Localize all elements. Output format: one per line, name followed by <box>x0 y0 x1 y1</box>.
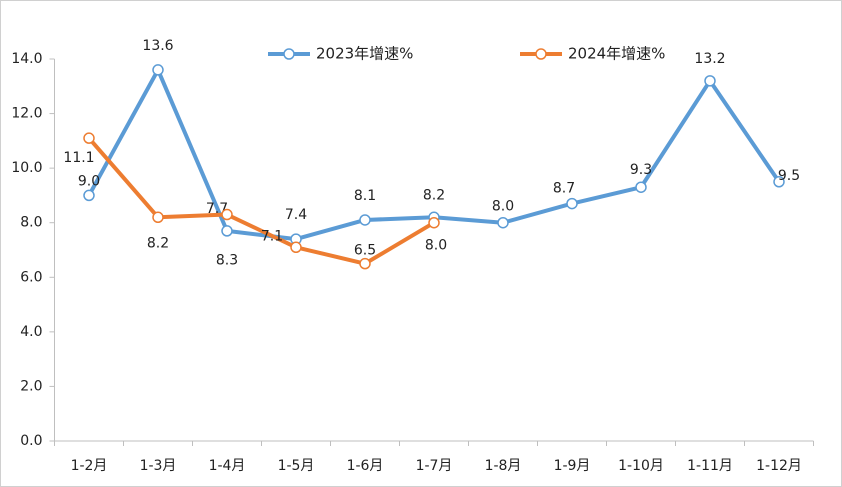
point <box>566 197 578 210</box>
point <box>359 214 371 226</box>
data-label: 11.1 <box>63 150 94 166</box>
data-label: 7.4 <box>285 207 307 223</box>
legend-marker <box>283 48 295 60</box>
x-tick-label: 1-5月 <box>278 458 315 474</box>
legend-marker <box>535 48 547 60</box>
data-label: 13.6 <box>142 38 173 54</box>
data-label: 7.1 <box>261 228 283 244</box>
data-label: 8.2 <box>147 235 169 251</box>
data-label: 9.0 <box>78 173 100 189</box>
y-tick-label: 12.0 <box>11 106 42 122</box>
data-label: 6.5 <box>354 243 376 259</box>
y-tick-label: 8.0 <box>20 215 42 231</box>
point <box>221 225 233 237</box>
x-tick-label: 1-2月 <box>71 458 108 474</box>
x-tick-label: 1-9月 <box>554 458 591 474</box>
x-tick-label: 1-4月 <box>209 458 246 474</box>
x-tick-label: 1-11月 <box>687 458 733 474</box>
y-tick-label: 0.0 <box>20 433 42 449</box>
data-label: 9.5 <box>778 168 800 184</box>
x-tick-label: 1-7月 <box>416 458 453 474</box>
x-tick-label: 1-10月 <box>618 458 664 474</box>
legend-label: 2024年增速% <box>568 45 665 63</box>
data-label: 8.2 <box>423 187 445 203</box>
point <box>773 176 785 188</box>
point <box>83 132 95 144</box>
series-line <box>87 136 436 266</box>
y-tick-label: 2.0 <box>20 378 42 394</box>
y-tick-label: 6.0 <box>20 269 42 285</box>
data-label: 13.2 <box>694 51 725 67</box>
y-tick-label: 14.0 <box>11 51 42 67</box>
point <box>428 216 440 229</box>
data-label: 8.1 <box>354 188 376 204</box>
data-label: 8.3 <box>216 253 238 269</box>
point <box>290 241 302 254</box>
y-tick-label: 10.0 <box>11 160 42 176</box>
x-tick-label: 1-3月 <box>140 458 177 474</box>
point <box>704 75 716 87</box>
data-label: 8.7 <box>553 181 575 197</box>
point <box>635 181 647 193</box>
point <box>359 257 371 270</box>
x-tick-label: 1-12月 <box>756 458 802 474</box>
legend-label: 2023年增速% <box>316 45 413 63</box>
point <box>221 208 233 221</box>
x-tick-label: 1-8月 <box>485 458 522 474</box>
data-label: 8.0 <box>492 199 514 215</box>
y-tick-label: 4.0 <box>20 324 42 340</box>
x-tick-label: 1-6月 <box>347 458 384 474</box>
point <box>497 216 509 229</box>
data-label: 8.0 <box>425 238 447 254</box>
data-label: 9.3 <box>630 162 652 178</box>
point <box>152 211 164 224</box>
point <box>152 64 164 76</box>
point <box>83 189 95 202</box>
